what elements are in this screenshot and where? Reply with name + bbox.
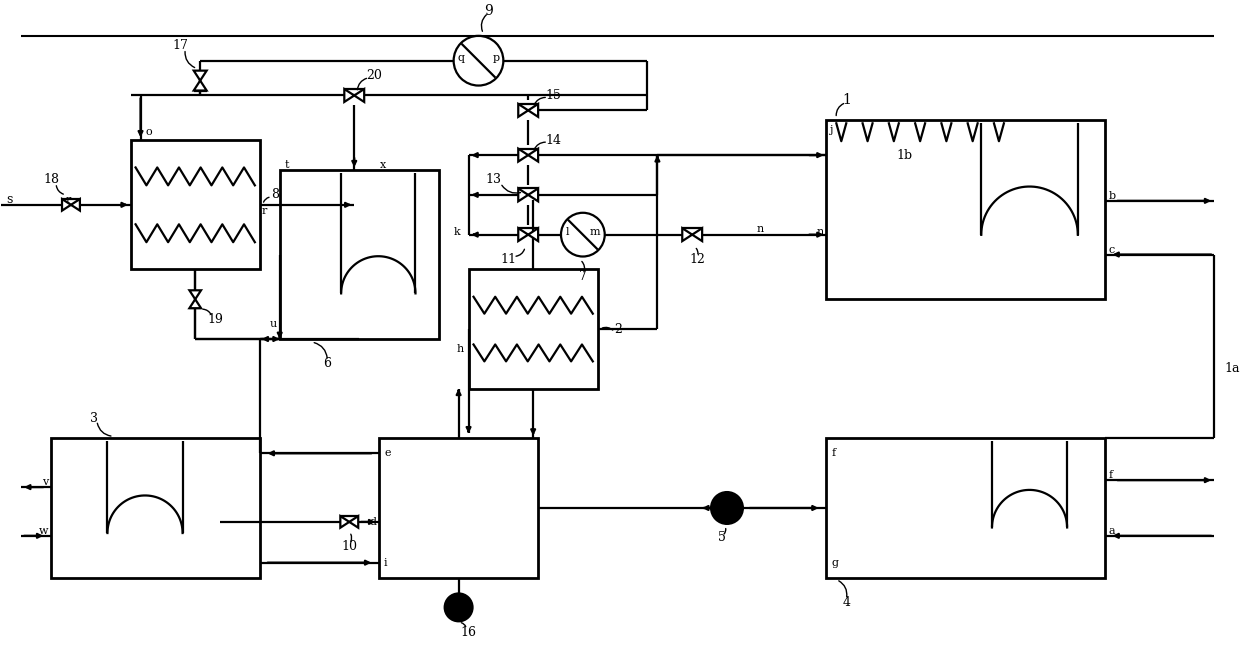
Text: g: g bbox=[831, 558, 838, 568]
Text: f: f bbox=[831, 448, 836, 458]
Text: v: v bbox=[42, 477, 48, 487]
Text: r: r bbox=[66, 195, 71, 205]
Polygon shape bbox=[345, 89, 355, 102]
Text: 4: 4 bbox=[842, 596, 851, 609]
Bar bbox=[130, 140, 260, 270]
Bar bbox=[51, 438, 260, 577]
Text: 6: 6 bbox=[324, 357, 331, 371]
Bar bbox=[469, 270, 598, 389]
Text: l: l bbox=[567, 227, 569, 237]
Text: m: m bbox=[589, 227, 600, 237]
Text: n: n bbox=[816, 227, 823, 237]
Text: 17: 17 bbox=[172, 39, 188, 52]
Text: c: c bbox=[1109, 245, 1115, 254]
Text: 1b: 1b bbox=[897, 149, 913, 162]
Polygon shape bbox=[190, 290, 201, 299]
Text: 1a: 1a bbox=[1224, 363, 1240, 375]
Text: i: i bbox=[384, 558, 388, 568]
Polygon shape bbox=[682, 228, 692, 241]
Text: f: f bbox=[1109, 470, 1112, 480]
Text: o: o bbox=[145, 127, 153, 137]
Polygon shape bbox=[518, 228, 528, 241]
Polygon shape bbox=[190, 299, 201, 308]
Bar bbox=[280, 170, 439, 339]
Polygon shape bbox=[528, 189, 538, 201]
Polygon shape bbox=[518, 149, 528, 162]
Text: 15: 15 bbox=[546, 89, 560, 102]
Polygon shape bbox=[193, 80, 207, 90]
Text: t: t bbox=[285, 160, 289, 170]
Text: w: w bbox=[38, 526, 48, 536]
Polygon shape bbox=[528, 149, 538, 162]
Polygon shape bbox=[71, 199, 79, 211]
Text: r: r bbox=[262, 206, 267, 216]
Bar bbox=[826, 438, 1105, 577]
Polygon shape bbox=[350, 516, 358, 528]
Text: 16: 16 bbox=[460, 626, 476, 639]
Text: a: a bbox=[1109, 526, 1115, 536]
Polygon shape bbox=[355, 89, 365, 102]
Bar bbox=[379, 438, 538, 577]
Text: e: e bbox=[384, 448, 391, 458]
Text: 13: 13 bbox=[485, 173, 501, 187]
Text: 8: 8 bbox=[270, 189, 279, 201]
Text: j: j bbox=[830, 125, 833, 135]
Text: 20: 20 bbox=[366, 69, 382, 82]
Text: 1: 1 bbox=[842, 94, 851, 108]
Polygon shape bbox=[518, 189, 528, 201]
Polygon shape bbox=[528, 228, 538, 241]
Text: 5: 5 bbox=[718, 531, 725, 545]
Text: 14: 14 bbox=[546, 134, 560, 147]
Polygon shape bbox=[193, 71, 207, 80]
Text: 10: 10 bbox=[341, 541, 357, 553]
Circle shape bbox=[711, 492, 743, 524]
Text: 18: 18 bbox=[43, 173, 60, 187]
Text: q: q bbox=[458, 53, 464, 63]
Bar bbox=[826, 120, 1105, 299]
Text: d: d bbox=[370, 517, 376, 527]
Text: 3: 3 bbox=[89, 412, 98, 425]
Text: k: k bbox=[454, 227, 460, 237]
Text: s: s bbox=[6, 193, 12, 206]
Polygon shape bbox=[692, 228, 702, 241]
Circle shape bbox=[445, 593, 472, 622]
Text: 11: 11 bbox=[500, 253, 516, 266]
Polygon shape bbox=[518, 104, 528, 117]
Polygon shape bbox=[528, 104, 538, 117]
Polygon shape bbox=[62, 199, 71, 211]
Text: b: b bbox=[1109, 191, 1116, 201]
Text: 7: 7 bbox=[579, 270, 587, 283]
Text: 19: 19 bbox=[207, 312, 223, 326]
Polygon shape bbox=[340, 516, 350, 528]
Text: u: u bbox=[269, 319, 277, 329]
Text: h: h bbox=[456, 344, 464, 354]
Text: 9: 9 bbox=[484, 4, 492, 18]
Text: x: x bbox=[381, 160, 387, 170]
Text: n: n bbox=[756, 223, 764, 233]
Text: 2: 2 bbox=[614, 322, 621, 336]
Text: 12: 12 bbox=[689, 253, 706, 266]
Text: p: p bbox=[492, 53, 500, 63]
